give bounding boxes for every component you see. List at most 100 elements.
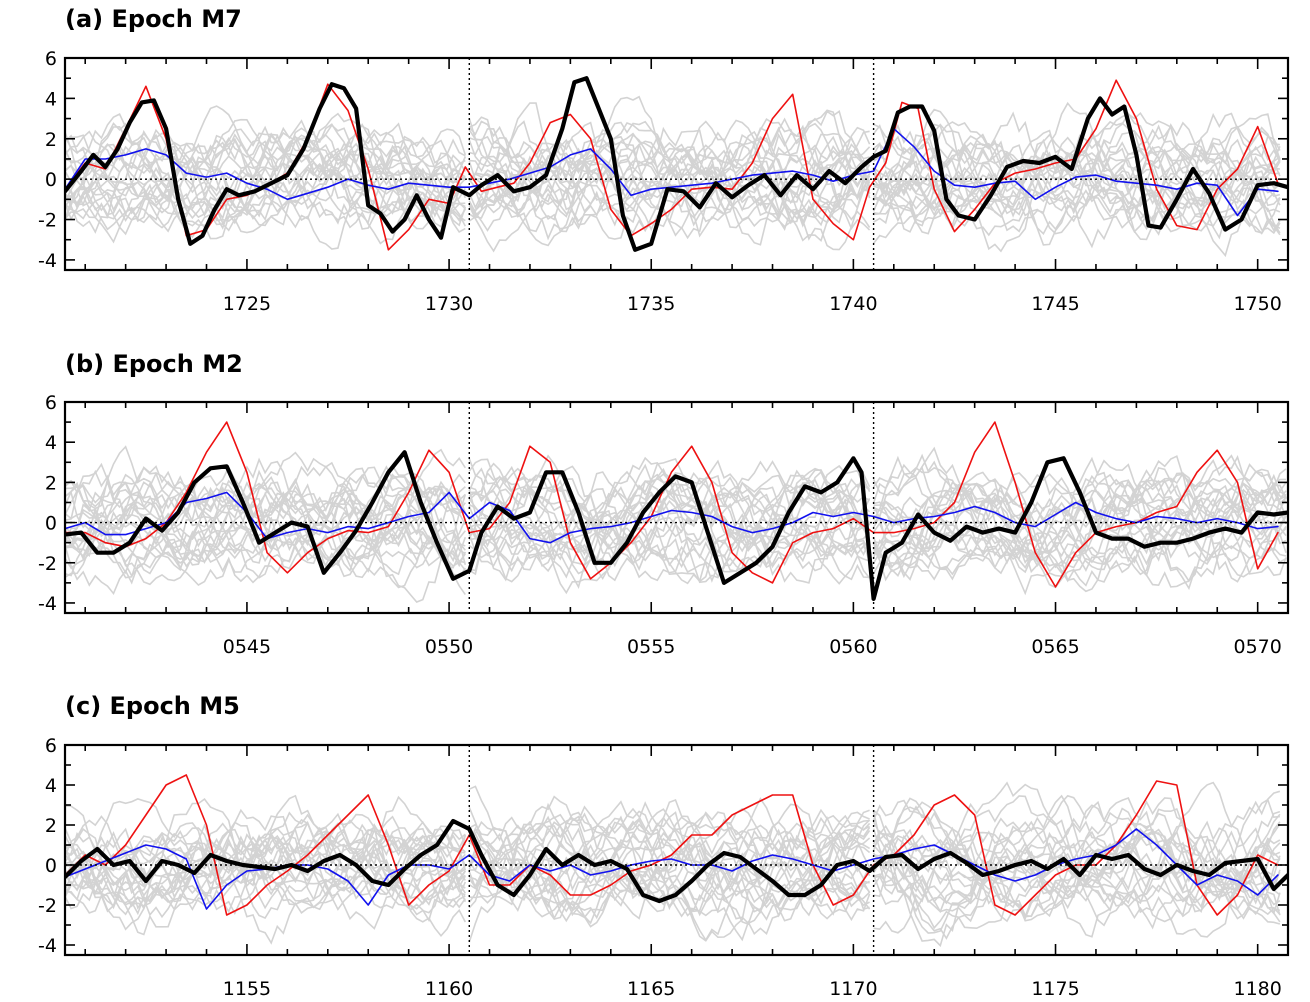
ensemble-member-line [873, 145, 1281, 213]
ensemble-member-line [65, 820, 467, 915]
panel-b: (b) Epoch M2 -4 -2 0 2 4 6 0545 0550 0555 0560 056… [38, 350, 1290, 658]
x-tick-label: 1740 [829, 293, 877, 315]
x-tick-label: 1725 [223, 293, 271, 315]
ensemble-member-line [65, 827, 467, 909]
ensemble-member-line [65, 835, 466, 897]
ensemble-member-line [872, 476, 1287, 593]
y-tick-label: 6 [45, 392, 57, 414]
panel-c-title: (c) Epoch M5 [65, 692, 240, 720]
ensemble-member-line [872, 483, 1287, 577]
ensemble-member-line [468, 136, 871, 215]
y-tick-label: 6 [45, 735, 57, 757]
ensemble-member-line [65, 451, 466, 596]
y-tick-label: -2 [38, 553, 57, 575]
x-tick-label: 1750 [1233, 293, 1281, 315]
ensemble-member-line [468, 133, 870, 219]
ensemble-member-line [468, 807, 870, 928]
ensemble-member-line [872, 466, 1287, 583]
y-tick-label: 0 [45, 513, 57, 535]
ensemble-member-line [469, 485, 871, 566]
ensemble-member-line [468, 122, 871, 231]
ensemble-member-line [872, 813, 1281, 909]
x-tick-label: 0545 [223, 636, 271, 658]
panel-a-plot: -4 -2 0 2 4 6 1725 1730 1735 1740 1745 1750 [38, 48, 1290, 315]
ensemble-member-line [873, 446, 1287, 589]
x-tick-label: 1170 [829, 978, 877, 1000]
x-tick-label: 1745 [1031, 293, 1079, 315]
ensemble-member-line [872, 477, 1287, 572]
black-series-line [65, 818, 1288, 904]
panel-b-lines [65, 421, 1288, 603]
ensemble-member-line [468, 102, 871, 246]
ensemble-member-line [65, 466, 466, 571]
ensemble-member-line [468, 811, 870, 917]
ensemble-member-line [65, 464, 466, 579]
ensemble-member-line [65, 795, 467, 945]
panel-frame [63, 400, 1290, 615]
ensemble-member-line [65, 462, 466, 584]
panel-b-plot: -4 -2 0 2 4 6 0545 0550 0555 0560 0565 0570 [38, 392, 1290, 658]
ensemble-member-line [468, 467, 871, 578]
ensemble-member-line [65, 820, 466, 904]
ensemble-member-line [469, 126, 871, 232]
x-tick-label: 1160 [425, 978, 473, 1000]
x-tick-label: 1735 [627, 293, 675, 315]
ensemble-member-line [468, 458, 871, 595]
red-series-line [65, 421, 1279, 588]
ensemble-member-line [468, 795, 871, 942]
x-tick-label: 0565 [1031, 636, 1079, 658]
ensemble-member-line [65, 148, 466, 225]
ensemble-member-line [65, 105, 467, 231]
ensemble-member-line [469, 800, 871, 922]
ensemble-member-line [872, 821, 1281, 914]
ensemble-member-line [468, 471, 871, 583]
y-tick-label: 2 [45, 472, 57, 494]
ensemble-member-line [873, 801, 1281, 925]
ensemble-member-line [468, 117, 871, 251]
ensemble-member-line [872, 123, 1281, 240]
ensemble-member-line [872, 820, 1281, 916]
y-tick-label: 2 [45, 815, 57, 837]
y-tick-label: -4 [38, 250, 57, 272]
ensemble-member-line [468, 797, 871, 943]
x-tick-label: 1730 [425, 293, 473, 315]
y-tick-label: 2 [45, 129, 57, 151]
ensemble-member-line [872, 485, 1287, 557]
ensemble-member-line [65, 129, 466, 239]
panel-a-title: (a) Epoch M7 [65, 5, 242, 33]
ensemble-member-line [469, 120, 871, 228]
ensemble-member-line [873, 459, 1287, 567]
ensemble-member-line [65, 469, 467, 589]
y-tick-label: 6 [45, 48, 57, 70]
ensemble-member-line [872, 113, 1281, 233]
panel-c-lines [65, 774, 1288, 948]
y-tick-label: 4 [45, 432, 57, 454]
ensemble-member-line [65, 123, 467, 227]
panel-c: (c) Epoch M5 -4 -2 0 2 4 6 1155 1160 1165 1170 117… [38, 692, 1290, 1000]
ensemble-member-line [65, 477, 467, 576]
ensemble-member-line [873, 794, 1280, 930]
y-tick-label: 0 [45, 855, 57, 877]
ensemble-member-line [873, 101, 1281, 253]
y-tick-label: 0 [45, 169, 57, 191]
ensemble-member-line [468, 481, 871, 573]
ensemble-member-line [468, 124, 871, 247]
x-tick-label: 0555 [627, 636, 675, 658]
ensemble-member-line [468, 469, 871, 562]
ensemble-member-line [872, 453, 1287, 596]
black-series-line [65, 450, 1288, 602]
y-tick-label: 4 [45, 88, 57, 110]
ensemble-member-line [872, 151, 1280, 210]
ensemble-member-line [65, 815, 466, 916]
ensemble-member-line [468, 148, 870, 210]
y-tick-label: -2 [38, 210, 57, 232]
ensemble-member-line [65, 142, 466, 220]
blue-series-line [65, 127, 1279, 217]
panel-frame [63, 743, 1290, 957]
ensemble-member-line [872, 794, 1281, 938]
ensemble-member-line [873, 477, 1287, 564]
ensemble-member-line [468, 811, 871, 909]
x-tick-label: 1175 [1031, 978, 1079, 1000]
ensemble-member-line [468, 807, 871, 913]
